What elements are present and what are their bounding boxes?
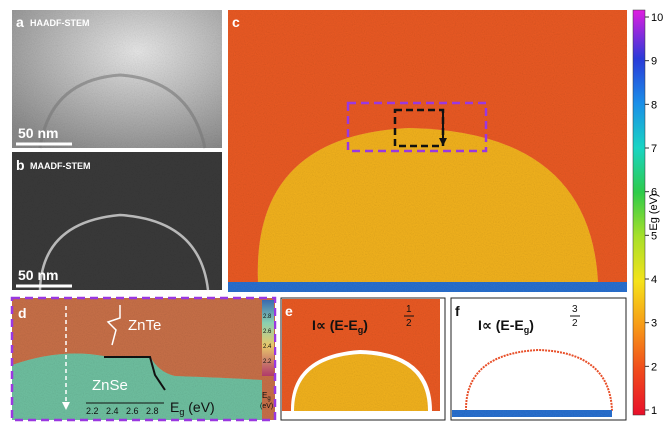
tick-label: 2.6 — [126, 406, 139, 416]
imaging-mode: MAADF-STEM — [30, 161, 91, 171]
tick-label: 5 — [651, 230, 657, 242]
small-colorbar-unit: (eV) — [260, 403, 273, 410]
tick-label: 3 — [651, 318, 657, 330]
tick-label: 2.8 — [146, 406, 159, 416]
exponent-denominator: 2 — [572, 318, 578, 329]
substrate — [452, 410, 612, 417]
panel-a: a HAADF-STEM 50 nm — [12, 10, 222, 148]
substrate — [228, 282, 627, 292]
tick-label: 4 — [651, 274, 657, 286]
tick-label: 10 — [651, 12, 663, 24]
material-label: ZnSe — [92, 377, 128, 394]
exponent-numerator: 3 — [572, 304, 578, 315]
panel-letter: c — [232, 14, 240, 30]
colorbar — [633, 10, 645, 415]
material-label: ZnTe — [128, 317, 161, 334]
axis-label: Eg (eV) — [170, 399, 215, 417]
panel-letter: a — [16, 14, 24, 30]
tick-label: 2.6 — [263, 329, 272, 335]
tick-label: 2.8 — [263, 314, 272, 320]
tick-label: 2.4 — [263, 344, 272, 350]
panel-letter: e — [285, 303, 293, 319]
imaging-mode: HAADF-STEM — [30, 18, 90, 28]
scale-label: 50 nm — [18, 125, 58, 141]
colorbar-label: Eg (eV) — [648, 193, 660, 230]
panel-letter: f — [455, 303, 460, 319]
panel-f: f I∝ (E-Eg) 3 2 — [451, 298, 626, 420]
exponent-numerator: 1 — [406, 304, 412, 315]
tick-label: 9 — [651, 56, 657, 68]
scale-label: 50 nm — [18, 267, 58, 283]
panel-letter: d — [18, 305, 27, 321]
tick-label: 8 — [651, 99, 657, 111]
panel-b: b MAADF-STEM 50 nm — [12, 152, 222, 290]
panel-e: e I∝ (E-Eg) 1 2 — [281, 298, 445, 420]
exponent-denominator: 2 — [406, 318, 412, 329]
tick-label: 2.2 — [86, 406, 99, 416]
tick-label: 2.4 — [106, 406, 119, 416]
tick-label: 7 — [651, 143, 657, 155]
tick-label: 2 — [651, 361, 657, 373]
tick-label: 1 — [651, 405, 657, 417]
tick-label: 2.2 — [263, 359, 272, 365]
panel-d: d ZnTe ZnSe 2.2 2.4 2.6 2.8 Eg (eV) 2.8 2.6 2… — [12, 298, 275, 420]
panel-letter: b — [16, 157, 25, 173]
figure: a HAADF-STEM 50 nm b MAADF-STEM 50 nm c … — [0, 0, 672, 424]
